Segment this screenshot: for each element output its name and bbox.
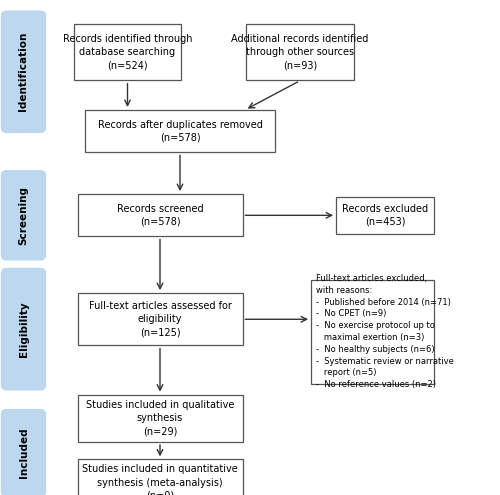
Text: Screening: Screening [18,186,28,245]
Text: Included: Included [18,428,28,478]
FancyBboxPatch shape [78,395,242,442]
Text: Eligibility: Eligibility [18,301,28,357]
FancyBboxPatch shape [2,410,46,495]
FancyBboxPatch shape [85,110,275,152]
Text: Records identified through
database searching
(n=524): Records identified through database sear… [63,34,192,70]
FancyBboxPatch shape [2,11,46,133]
FancyBboxPatch shape [2,268,46,390]
Text: Full-text articles assessed for
eligibility
(n=125): Full-text articles assessed for eligibil… [88,301,232,338]
Text: Identification: Identification [18,32,28,111]
Text: Full-text articles excluded,
with reasons:
-  Published before 2014 (n=71)
-  No: Full-text articles excluded, with reason… [316,274,454,389]
FancyBboxPatch shape [74,23,182,80]
Text: Additional records identified
through other sources
(n=93): Additional records identified through ot… [232,34,368,70]
FancyBboxPatch shape [336,197,434,234]
Text: Records after duplicates removed
(n=578): Records after duplicates removed (n=578) [98,120,262,143]
Text: Studies included in qualitative
synthesis
(n=29): Studies included in qualitative synthesi… [86,400,234,437]
FancyBboxPatch shape [78,459,242,495]
FancyBboxPatch shape [246,23,354,80]
FancyBboxPatch shape [78,293,242,346]
FancyBboxPatch shape [311,280,434,384]
FancyBboxPatch shape [78,195,242,237]
Text: Records screened
(n=578): Records screened (n=578) [116,204,204,227]
FancyBboxPatch shape [2,171,46,260]
Text: Records excluded
(n=453): Records excluded (n=453) [342,204,428,227]
Text: Studies included in quantitative
synthesis (meta-analysis)
(n=0): Studies included in quantitative synthes… [82,464,238,495]
